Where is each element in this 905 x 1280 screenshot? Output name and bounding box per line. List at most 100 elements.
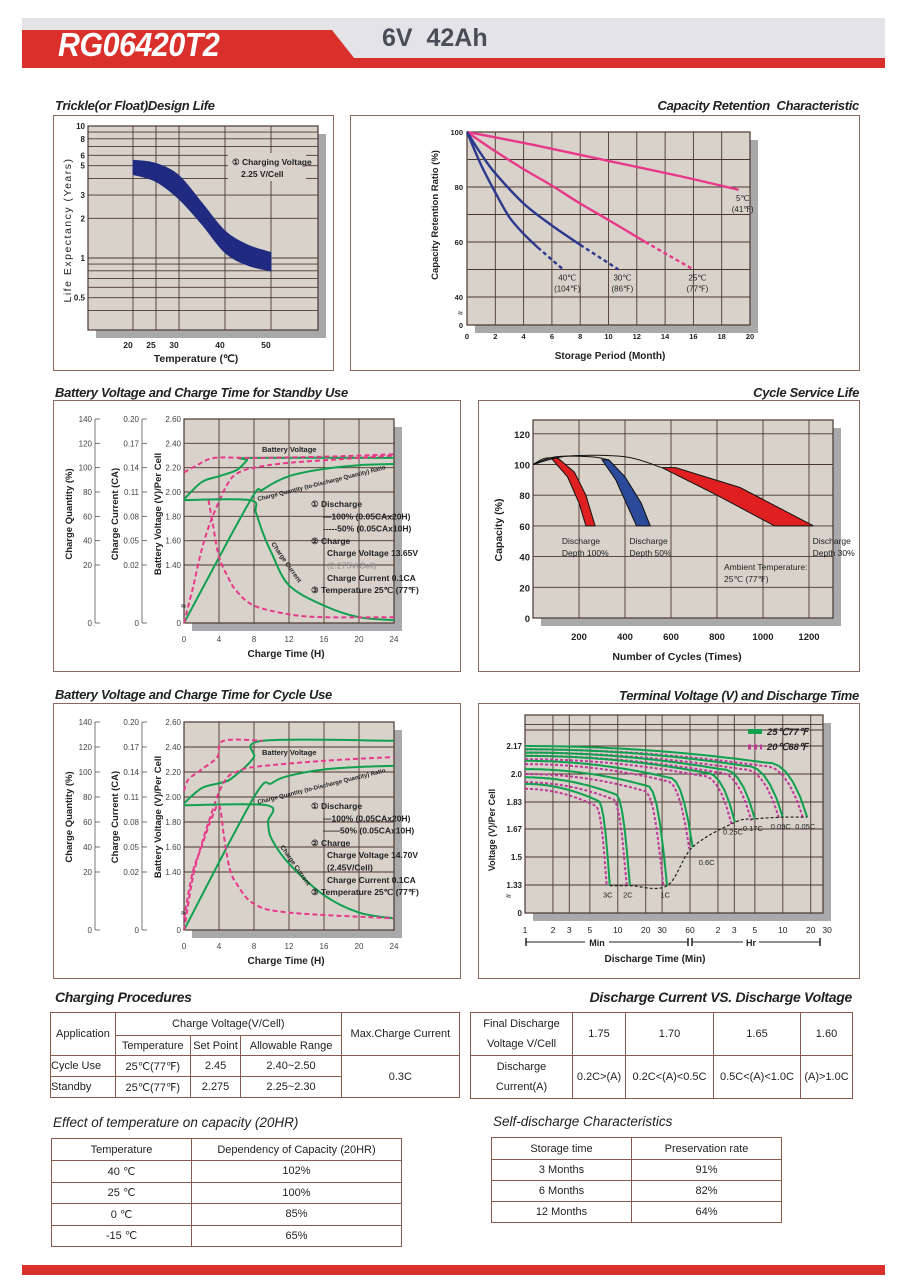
- y-tick-label: 1.67: [506, 825, 522, 834]
- header-model-tab: [22, 30, 362, 68]
- x-tick-label: 50: [261, 340, 271, 350]
- cell-application: Cycle Use: [50, 1055, 116, 1077]
- legend-note: —100% (0.05CAx20H): [323, 511, 411, 521]
- retention-line-solid: [466, 131, 646, 244]
- cell-voltage: 1.75: [572, 1012, 626, 1056]
- cell-current: 0.2C>(A): [572, 1055, 626, 1099]
- section-title-cycle-use: Battery Voltage and Charge Time for Cycl…: [55, 687, 332, 702]
- cell-capacity: 85%: [191, 1203, 402, 1226]
- x-tick-label: 5: [587, 925, 592, 935]
- cell-current: 0.5C<(A)<1.0C: [713, 1055, 801, 1099]
- footer-bar: [22, 1265, 885, 1275]
- cell-temperature: 40 ℃: [51, 1160, 192, 1183]
- rate-label: 0.6C: [699, 858, 715, 867]
- y-tick-label: 0: [525, 614, 530, 625]
- series-label: (104℉): [554, 285, 581, 294]
- series-label: 25℃: [688, 274, 706, 283]
- legend-note: Charge Voltage 14.70V: [327, 850, 418, 860]
- legend-note: Charge Current 0.1CA: [327, 573, 416, 583]
- band-label: Discharge: [813, 536, 852, 546]
- y-tick-label: 20: [83, 868, 92, 877]
- x-tick-label: 12: [285, 635, 294, 644]
- legend-note: ① Discharge: [311, 499, 362, 509]
- y-tick-label: 40: [83, 843, 92, 852]
- y-tick-label: 20: [519, 583, 530, 594]
- y-axis-title: Charge Current (CA): [110, 468, 121, 560]
- x-tick-label: 8: [578, 332, 582, 341]
- legend-note: (2.275V/Cell): [327, 561, 377, 571]
- x-tick-label: 20: [123, 340, 133, 350]
- th-charge-voltage: Charge Voltage(V/Cell): [114, 1012, 342, 1036]
- cell-storage-time: 3 Months: [491, 1159, 632, 1181]
- y-tick-label: 0.08: [123, 818, 139, 827]
- th-temperature: Temperature: [114, 1035, 191, 1056]
- y-tick-label: 0.11: [124, 793, 140, 802]
- x-tick-label: 0: [465, 332, 469, 341]
- y-tick-label: 0.11: [124, 488, 140, 497]
- y-tick-label: 3: [81, 191, 86, 200]
- retention-line-dashed: [579, 243, 620, 271]
- legend-swatch-25c: [748, 729, 762, 734]
- x-tick-label: 10: [778, 925, 788, 935]
- x-tick-label: 600: [663, 632, 679, 643]
- y-tick-label: 0.02: [123, 868, 139, 877]
- x-axis-title: Discharge Time (Min): [605, 954, 706, 965]
- y-tick-label: 0.08: [123, 512, 139, 521]
- x-tick-label: 14: [661, 332, 670, 341]
- x-tick-label: 60: [685, 925, 695, 935]
- x-tick-label: 3: [567, 925, 572, 935]
- min-label-bg: [585, 936, 609, 947]
- y-tick-label: 2.00: [165, 488, 181, 497]
- x-tick-label: 10: [604, 332, 612, 341]
- y-axis-title: Charge Current (CA): [110, 771, 121, 863]
- y-tick-label: 0: [135, 619, 140, 628]
- discharge-curve-25c: [525, 759, 694, 848]
- cell-voltage: 1.65: [713, 1012, 801, 1056]
- y-tick-label: 0: [177, 926, 182, 935]
- y-tick-label: 1.80: [165, 512, 181, 521]
- annotation-text: ① Charging Voltage: [232, 157, 312, 167]
- x-tick-label: 30: [822, 925, 832, 935]
- legend-note: ① Discharge: [311, 801, 362, 811]
- legend-note: —100% (0.05CAx20H): [323, 813, 411, 823]
- discharge-vs-table: Final Discharge Voltage V/Cell 1.75 1.70…: [470, 1012, 853, 1099]
- discharge-curve-25c: [525, 776, 631, 886]
- y-tick-label: 0: [459, 321, 463, 330]
- axis-break-icon: ≈: [506, 891, 511, 901]
- th-set-point: Set Point: [189, 1035, 242, 1056]
- x-tick-label: 20: [355, 635, 364, 644]
- x-tick-label: 0: [182, 942, 187, 951]
- x-axis-title: Charge Time (H): [247, 956, 324, 967]
- y-tick-label: 2.60: [165, 718, 181, 727]
- x-tick-label: 1: [523, 925, 528, 935]
- rate-label: 0.17C: [743, 824, 764, 833]
- band-label: Discharge: [630, 536, 669, 546]
- x-tick-label: 20: [746, 332, 754, 341]
- y-tick-label: 60: [455, 238, 463, 247]
- x-tick-label: 20: [355, 942, 364, 951]
- section-title-retention: Capacity Retention Characteristic: [657, 98, 860, 113]
- cell-temperature: 25℃(77℉): [114, 1076, 191, 1098]
- x-tick-label: 18: [718, 332, 726, 341]
- rate-label: 0.09C: [771, 822, 792, 831]
- table-row: 25 ℃ 100%: [51, 1181, 402, 1204]
- y-tick-label: 40: [455, 293, 463, 302]
- series-label: (41℉): [732, 205, 754, 214]
- band-label: Discharge: [562, 536, 601, 546]
- y-tick-label: 0.17: [123, 743, 139, 752]
- section-title-cycle-life: Cycle Service Life: [753, 385, 859, 400]
- y-tick-label: 2.40: [165, 743, 181, 752]
- legend-note: -----50% (0.05CAx10H): [323, 524, 411, 534]
- y-tick-label: 0.17: [123, 439, 139, 448]
- legend-note: ③ Temperature 25℃ (77℉): [311, 585, 419, 595]
- y-axis-title: Voltage (V)/Per Cell: [487, 789, 497, 871]
- th-application: Application: [50, 1012, 116, 1056]
- retention-line-solid: [465, 131, 581, 246]
- table-row: Discharge Current(A) 0.2C>(A) 0.2C<(A)<0…: [470, 1055, 853, 1099]
- x-tick-label: 3: [732, 925, 737, 935]
- band-label: Depth 100%: [562, 548, 609, 558]
- x-tick-label: 16: [320, 942, 329, 951]
- series-label: 5℃: [736, 194, 749, 203]
- cell-temperature: 25 ℃: [51, 1181, 192, 1204]
